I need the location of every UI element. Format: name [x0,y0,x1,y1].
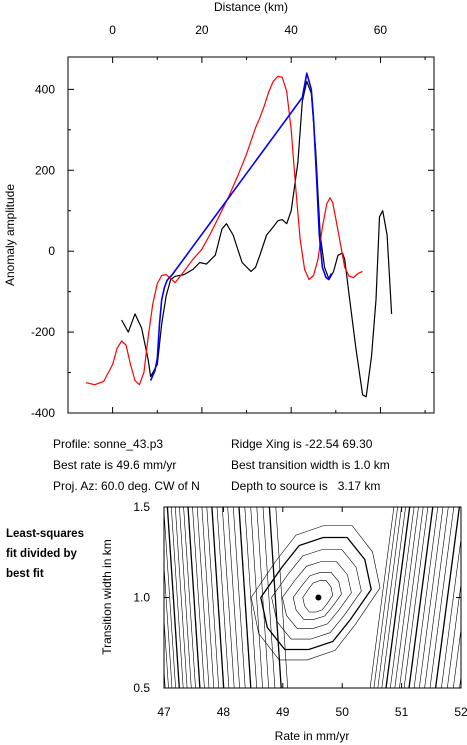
contour-line [390,507,415,688]
anomaly-y-axis-label: Anomaly amplitude [3,184,17,286]
fitted-segment-line [149,72,333,381]
contour-line [441,536,461,688]
contour-line [164,614,169,688]
contour-line [222,507,235,688]
anomaly-x-axis-label: Distance (km) [214,0,288,14]
contour-line [238,507,252,688]
x-tick-label: 20 [195,23,209,37]
contour-line [244,507,257,688]
misfit-y-axis-label: Transition width in km [100,539,114,655]
anomaly-y-ticks: -400 -200 0 200 400 [31,82,434,420]
y-tick-label: 1.0 [133,591,150,605]
x-tick-label: 50 [336,705,350,719]
contour-caption-line: fit divided by [6,548,77,560]
best-fit-point [315,594,322,601]
contour-ring [271,549,362,640]
ridge-crossing: Ridge Xing is -22.54 69.30 [231,437,373,451]
contour-caption-line: best fit [6,568,44,580]
contour-ring [250,525,381,661]
x-tick-label: 51 [395,705,409,719]
contour-line [399,507,424,688]
y-tick-label: 1.5 [133,500,150,514]
y-tick-label: -400 [31,406,55,420]
misfit-x-ticks: 47 48 49 50 51 52 [157,507,467,719]
x-tick-label: 0 [109,23,116,37]
observed-profile-line [121,80,393,398]
contour-ring [302,580,334,613]
contour-line [256,507,269,688]
contour-line [408,507,434,688]
contour-line [216,507,230,688]
contour-line [268,507,282,688]
contour-ring [282,561,352,630]
x-tick-label: 52 [454,705,467,719]
x-tick-label: 60 [374,23,388,37]
y-tick-label: -200 [31,325,55,339]
contour-line [192,507,205,688]
contour-line [179,507,192,688]
profile-name: Profile: sonne_43.p3 [53,437,164,451]
contour-line [201,507,215,688]
anomaly-chart: 0 20 40 60 -400 -200 0 200 400 Distance (km) An… [3,0,435,420]
contour-line [394,507,419,688]
misfit-contours [164,507,461,688]
contour-caption: Least-squares fit divided by best fit [6,524,84,584]
contour-line [275,507,288,688]
x-tick-label: 40 [284,23,298,37]
contour-line [377,507,402,688]
contour-line [262,507,276,688]
x-tick-label: 49 [276,705,290,719]
contour-line [250,507,263,688]
misfit-contour-chart: 47 48 49 50 51 52 0.5 1.0 1.5 Rate in mm/yr Tra… [100,500,467,743]
contour-line [164,507,176,688]
contour-line [171,507,184,688]
anomaly-series [85,72,393,398]
projection-azimuth: Proj. Az: 60.0 deg. CW of N [53,479,200,493]
contour-line [227,507,240,688]
x-tick-label: 47 [157,705,171,719]
misfit-x-axis-label: Rate in mm/yr [275,729,350,743]
contour-ring [260,536,372,651]
misfit-y-ticks: 0.5 1.0 1.5 [133,500,461,695]
anomaly-x-ticks: 0 20 40 60 [67,23,426,413]
contour-line [369,507,395,688]
best-rate: Best rate is 49.6 mm/yr [53,458,177,472]
contour-line [403,507,429,688]
contour-line [424,507,449,688]
best-transition-width: Best transition width is 1.0 km [231,458,390,472]
contour-line [211,507,225,688]
contour-ring [292,571,342,620]
y-tick-label: 0.5 [133,681,150,695]
contour-line [166,507,180,688]
y-tick-label: 200 [35,163,55,177]
contour-line [381,507,406,688]
contour-line [183,507,196,688]
contour-line [206,507,219,688]
contour-caption-line: Least-squares [6,528,84,540]
y-tick-label: 0 [48,244,55,258]
x-tick-label: 48 [217,705,231,719]
depth-to-source: Depth to source is 3.17 km [231,479,381,493]
contour-line [419,507,444,688]
anomaly-plot-frame [67,56,435,414]
model-profile-line [85,75,363,386]
contour-line [434,507,461,688]
contour-line [453,627,461,688]
contour-line [385,507,411,688]
contour-line [196,507,210,688]
contour-line [373,507,398,688]
contour-line [413,507,439,688]
contour-line [187,507,201,688]
y-tick-label: 400 [35,82,55,96]
contour-line [233,507,246,688]
contour-line [429,507,455,688]
contour-line [164,665,166,688]
contour-line [175,507,188,688]
